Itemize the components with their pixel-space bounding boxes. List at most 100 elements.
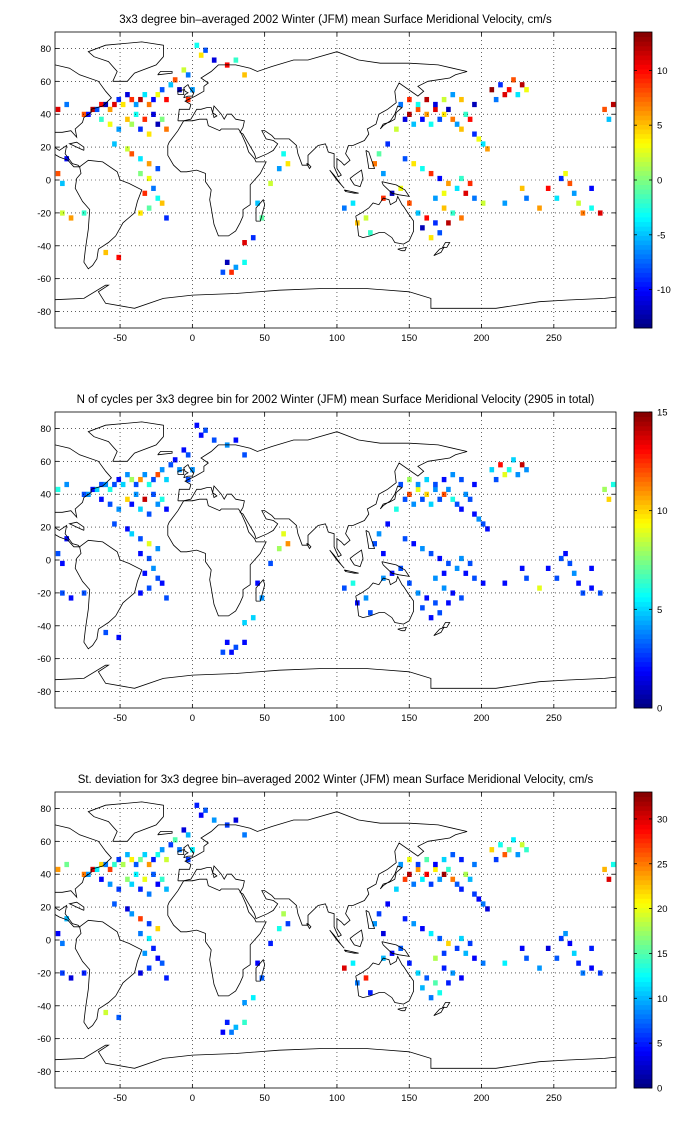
data-cell: [125, 906, 130, 912]
data-cell: [259, 975, 265, 981]
data-cell: [125, 92, 130, 98]
colorbar-segment: [634, 838, 652, 844]
colorbar-segment: [634, 995, 652, 1001]
data-cell: [55, 866, 61, 873]
colorbar-segment: [634, 629, 652, 635]
data-cell: [437, 555, 443, 562]
colorbar-segment: [634, 143, 652, 149]
data-cell: [68, 975, 74, 981]
data-cell: [402, 116, 408, 122]
data-cell: [198, 52, 204, 58]
colorbar-segment: [634, 110, 652, 116]
data-cell: [502, 852, 508, 858]
colorbar-segment: [634, 926, 652, 932]
data-cell: [415, 101, 421, 108]
data-cell: [519, 945, 525, 951]
data-cell: [472, 131, 477, 137]
data-cell: [129, 531, 135, 537]
colorbar-segment: [634, 156, 652, 162]
data-cell: [164, 126, 169, 132]
data-cell: [589, 945, 594, 951]
data-cell: [563, 170, 568, 177]
colorbar-segment: [634, 643, 652, 649]
data-cell: [519, 842, 525, 848]
x-tick-label: 50: [259, 713, 270, 724]
colorbar-segment: [634, 161, 652, 167]
data-cell: [90, 106, 96, 113]
coastline: [255, 958, 266, 982]
colorbar-segment: [634, 472, 652, 478]
data-cell: [381, 170, 386, 177]
data-cell: [164, 476, 169, 483]
colorbar-segment: [634, 170, 652, 176]
colorbar-segment: [634, 675, 652, 681]
data-cell: [159, 467, 165, 473]
data-cell: [146, 511, 152, 517]
data-cell: [233, 1024, 239, 1030]
data-cell: [129, 881, 135, 887]
data-cell: [64, 916, 70, 922]
colorbar-segment: [634, 1055, 652, 1061]
data-cell: [524, 87, 529, 93]
data-cell: [229, 649, 234, 655]
data-cell: [285, 161, 291, 167]
data-cell: [415, 970, 421, 976]
data-cell: [472, 891, 477, 897]
colorbar-segment: [634, 564, 652, 570]
data-cell: [159, 116, 165, 122]
colorbar: 15 10 5 0: [633, 408, 668, 715]
data-cell: [385, 901, 391, 907]
data-cell: [350, 580, 356, 586]
data-cell: [363, 215, 369, 221]
coastline: [87, 41, 164, 82]
data-cell: [133, 481, 139, 488]
colorbar-segment: [634, 819, 652, 825]
data-cell: [146, 101, 152, 108]
colorbar-segment: [634, 226, 652, 232]
colorbar-tick-label: -5: [657, 230, 665, 241]
data-cell: [428, 615, 434, 621]
data-cell: [151, 476, 156, 483]
data-cell: [428, 501, 434, 507]
colorbar-segment: [634, 546, 652, 552]
data-cell: [433, 101, 438, 108]
data-cell: [90, 866, 96, 873]
colorbar-segment: [634, 421, 652, 427]
colorbar-segment: [634, 45, 652, 51]
data-cell: [563, 550, 568, 557]
data-cell: [515, 92, 521, 98]
data-cell: [424, 476, 430, 483]
data-cell: [420, 166, 425, 172]
data-cell: [146, 935, 152, 942]
colorbar-segment: [634, 1069, 652, 1075]
data-cell: [480, 580, 486, 586]
data-cell: [428, 121, 434, 127]
data-cell: [164, 595, 169, 601]
coastline: [379, 485, 403, 510]
x-tick-label: 50: [259, 333, 270, 344]
data-cell: [185, 72, 191, 78]
data-cell: [407, 96, 412, 103]
data-cell: [545, 185, 551, 191]
data-cell: [441, 950, 447, 956]
data-cell: [255, 960, 260, 966]
colorbar-segment: [634, 805, 652, 811]
colorbar-segment: [634, 439, 652, 445]
colorbar-segment: [634, 217, 652, 223]
data-cell: [420, 496, 425, 502]
coastline: [55, 284, 616, 309]
colorbar-segment: [634, 972, 652, 978]
coastline: [306, 543, 312, 550]
x-tick-label: 0: [190, 333, 195, 344]
data-cell: [138, 210, 143, 216]
data-cell: [142, 472, 148, 478]
x-tick-label: 200: [474, 333, 490, 344]
colorbar-segment: [634, 1060, 652, 1066]
data-cell: [467, 496, 473, 502]
data-cell: [472, 575, 477, 581]
data-cell: [146, 161, 152, 167]
data-cell: [402, 156, 408, 162]
data-cell: [138, 170, 143, 177]
data-cell: [138, 126, 143, 132]
colorbar-segment: [634, 694, 652, 700]
